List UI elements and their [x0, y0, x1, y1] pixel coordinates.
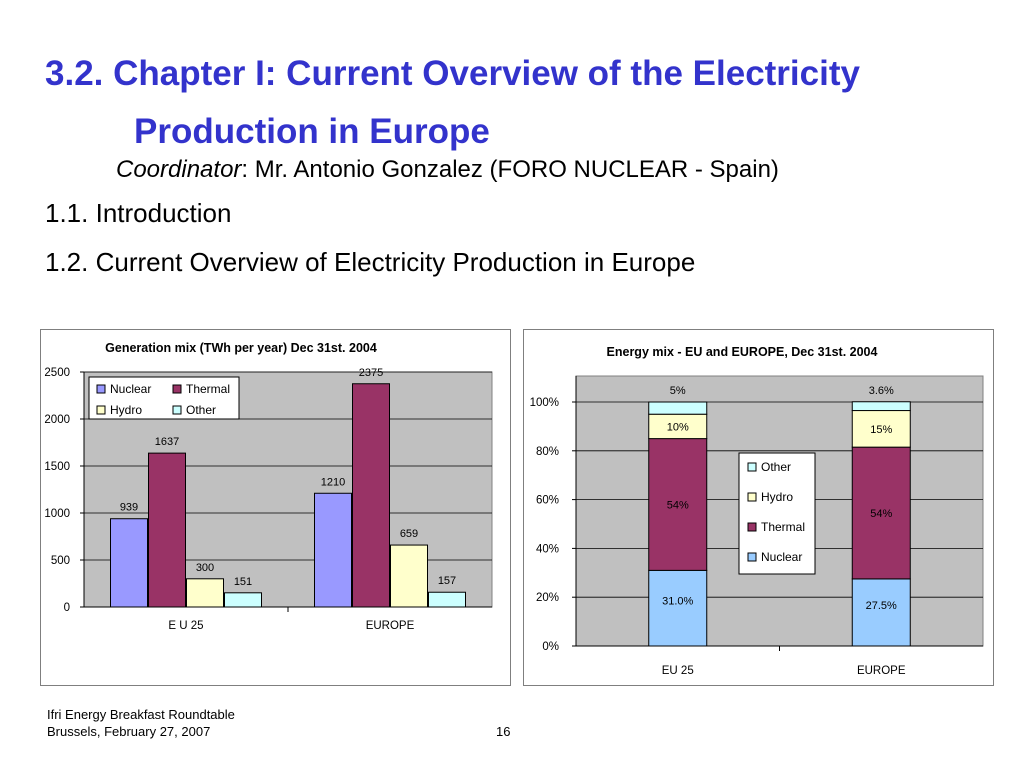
page-number: 16 — [496, 724, 511, 739]
legend-label-other: Other — [186, 403, 216, 417]
data-label-hydro-europe: 659 — [400, 528, 418, 540]
footer-date: Brussels, February 27, 2007 — [47, 724, 211, 739]
bar-other-e-u-25 — [224, 592, 262, 608]
y-tick-label-100: 100% — [530, 397, 559, 409]
y-tick-label-0: 0 — [64, 602, 70, 614]
x-tick-label-europe: EUROPE — [857, 665, 906, 677]
legend — [88, 376, 240, 420]
data-label-thermal-e-u-25: 1637 — [155, 436, 179, 448]
bar-nuclear-e-u-25 — [110, 518, 148, 608]
legend-label-thermal: Thermal — [186, 382, 230, 396]
y-tick-label-20: 20% — [536, 592, 559, 604]
slide-title: 3.2. Chapter I: Current Overview of the … — [45, 45, 860, 161]
x-tick-label-europe: EUROPE — [366, 620, 415, 632]
segment-thermal-europe — [851, 446, 911, 580]
data-label-thermal-europe: 54% — [870, 508, 892, 520]
energy-mix-chart: Energy mix - EU and EUROPE, Dec 31st. 20… — [530, 345, 984, 677]
data-label-other-europe: 157 — [438, 575, 456, 587]
bar-other-europe — [428, 591, 466, 608]
data-label-hydro-eu-25: 10% — [667, 421, 689, 433]
data-label-other-europe: 3.6% — [869, 385, 894, 397]
data-label-nuclear-e-u-25: 939 — [120, 502, 138, 514]
section-introduction: 1.1. Introduction — [45, 198, 232, 228]
y-tick-label-40: 40% — [536, 543, 559, 555]
legend-label-other: Other — [761, 460, 791, 474]
segment-hydro-eu-25 — [648, 413, 708, 440]
x-tick-label-e-u-25: E U 25 — [168, 620, 203, 632]
data-label-other-e-u-25: 151 — [234, 576, 252, 588]
bar-hydro-europe — [390, 544, 428, 608]
data-label-nuclear-europe: 27.5% — [866, 600, 897, 612]
legend-label-nuclear: Nuclear — [110, 382, 151, 396]
data-label-nuclear-eu-25: 31.0% — [662, 595, 693, 607]
y-tick-label-1000: 1000 — [44, 508, 70, 520]
legend-label-hydro: Hydro — [761, 490, 793, 504]
legend-swatch-hydro — [747, 492, 757, 502]
legend-label-nuclear: Nuclear — [761, 550, 802, 564]
segment-nuclear-eu-25 — [648, 569, 708, 647]
data-label-hydro-e-u-25: 300 — [196, 562, 214, 574]
data-label-hydro-europe: 15% — [870, 424, 892, 436]
legend-swatch-nuclear — [96, 384, 106, 394]
y-tick-label-80: 80% — [536, 446, 559, 458]
data-label-thermal-eu-25: 54% — [667, 499, 689, 511]
coordinator-text: : Mr. Antonio Gonzalez (FORO NUCLEAR - S… — [241, 156, 779, 183]
y-tick-label-1500: 1500 — [44, 461, 70, 473]
coordinator-line: Coordinator: Mr. Antonio Gonzalez (FORO … — [116, 155, 779, 185]
x-tick-label-eu-25: EU 25 — [662, 665, 694, 677]
legend-label-hydro: Hydro — [110, 403, 142, 417]
energy-mix-chart-panel: Energy mix - EU and EUROPE, Dec 31st. 20… — [523, 329, 994, 686]
y-tick-label-500: 500 — [51, 555, 70, 567]
y-tick-label-2500: 2500 — [44, 367, 70, 379]
segment-other-europe — [851, 401, 911, 412]
generation-mix-chart-panel: Generation mix (TWh per year) Dec 31st. … — [40, 329, 511, 686]
chart-title: Generation mix (TWh per year) Dec 31st. … — [105, 341, 377, 355]
legend-swatch-thermal — [172, 384, 182, 394]
legend-swatch-nuclear — [747, 552, 757, 562]
section-current-overview: 1.2. Current Overview of Electricity Pro… — [45, 247, 696, 277]
data-label-nuclear-europe: 1210 — [321, 476, 345, 488]
bar-hydro-e-u-25 — [186, 578, 224, 608]
y-tick-label-0: 0% — [542, 641, 559, 653]
bar-thermal-europe — [352, 383, 390, 608]
segment-hydro-europe — [851, 410, 911, 448]
y-tick-label-2000: 2000 — [44, 414, 70, 426]
bar-nuclear-europe — [314, 492, 352, 608]
data-label-thermal-europe: 2375 — [359, 367, 383, 379]
legend-swatch-other — [747, 462, 757, 472]
bar-thermal-e-u-25 — [148, 452, 186, 608]
chart-title: Energy mix - EU and EUROPE, Dec 31st. 20… — [607, 345, 878, 359]
legend-swatch-thermal — [747, 522, 757, 532]
slide-title-line-2: Production in Europe — [134, 112, 490, 151]
legend-swatch-other — [172, 405, 182, 415]
generation-mix-chart: Generation mix (TWh per year) Dec 31st. … — [44, 341, 493, 632]
data-label-other-eu-25: 5% — [670, 385, 686, 397]
segment-other-eu-25 — [648, 401, 708, 415]
slide-title-line-1: 3.2. Chapter I: Current Overview of the … — [45, 54, 860, 93]
segment-nuclear-europe — [851, 578, 911, 647]
y-tick-label-60: 60% — [536, 495, 559, 507]
legend-label-thermal: Thermal — [761, 520, 805, 534]
coordinator-label: Coordinator — [116, 156, 242, 183]
footer-event: Ifri Energy Breakfast Roundtable — [47, 707, 235, 722]
legend-swatch-hydro — [96, 405, 106, 415]
